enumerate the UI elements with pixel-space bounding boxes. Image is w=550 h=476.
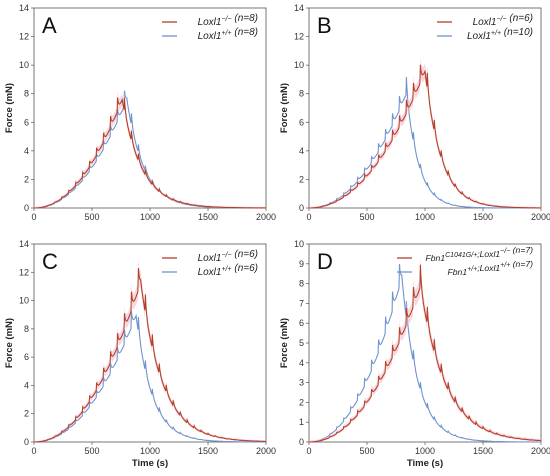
y-tick-label: 6	[299, 117, 304, 127]
y-tick-label: 10	[294, 239, 304, 249]
legend-entry-wt: Loxl1+/+ (n=10)	[467, 27, 533, 42]
legend-entry-wt: Loxl1+/+ (n=8)	[198, 27, 258, 42]
y-tick-label: 0	[24, 437, 29, 447]
panel-letter: C	[42, 249, 58, 274]
y-tick-label: 8	[24, 324, 29, 334]
y-tick-label: 2	[24, 174, 29, 184]
x-axis-label: Time (s)	[407, 458, 443, 469]
x-tick-label: 2000	[531, 212, 550, 222]
y-tick-label: 3	[299, 378, 304, 388]
y-tick-label: 8	[24, 89, 29, 99]
x-tick-label: 0	[31, 212, 36, 222]
y-tick-label: 14	[294, 3, 304, 13]
y-tick-label: 12	[294, 32, 304, 42]
legend-entry-wt: Loxl1+/+ (n=6)	[198, 263, 258, 278]
x-tick-label: 500	[359, 446, 374, 456]
x-tick-label: 0	[31, 446, 36, 456]
series-line-wt	[309, 264, 541, 443]
error-band	[34, 258, 266, 442]
legend-entry-ko: Fbn1C1041G/+;Loxl1−/− (n=7)	[426, 245, 534, 263]
y-tick-label: 12	[19, 267, 29, 277]
x-tick-label: 500	[84, 212, 99, 222]
x-tick-label: 1000	[140, 212, 160, 222]
y-tick-label: 4	[24, 380, 29, 390]
legend-entry-wt: Fbn1+/+;Loxl1+/+ (n=7)	[448, 259, 534, 277]
y-tick-label: 10	[294, 60, 304, 70]
x-tick-label: 1500	[198, 212, 218, 222]
series-line-ko	[309, 264, 541, 443]
legend-entry-ko: Loxl1−/− (n=6)	[473, 13, 533, 28]
x-tick-label: 0	[306, 446, 311, 456]
y-tick-label: 6	[24, 117, 29, 127]
y-tick-label: 9	[299, 259, 304, 269]
y-tick-label: 2	[299, 397, 304, 407]
y-axis-label: Force (mN)	[279, 83, 290, 133]
x-tick-label: 1500	[473, 446, 493, 456]
panel-A: 0 2 4 6 8 10 12 14 0 500 1000 1500 2000 Force (mN) A Lo…	[4, 3, 276, 222]
y-tick-label: 14	[19, 3, 29, 13]
y-tick-label: 0	[24, 203, 29, 213]
x-tick-label: 500	[84, 446, 99, 456]
y-tick-label: 8	[299, 89, 304, 99]
panel-B: 0 2 4 6 8 10 12 14 0 500 1000 1500 2000 Force (mN) B Lo…	[279, 3, 550, 222]
y-tick-label: 6	[24, 352, 29, 362]
x-tick-label: 2000	[256, 446, 276, 456]
plot-frame	[33, 7, 267, 209]
y-tick-label: 4	[299, 358, 304, 368]
panel-letter: A	[42, 13, 57, 38]
y-tick-label: 10	[19, 60, 29, 70]
x-tick-label: 1500	[473, 212, 493, 222]
plot-frame	[308, 7, 542, 209]
x-tick-label: 1500	[198, 446, 218, 456]
x-tick-label: 2000	[256, 212, 276, 222]
y-tick-label: 14	[19, 239, 29, 249]
y-tick-label: 2	[299, 174, 304, 184]
x-tick-label: 1000	[415, 446, 435, 456]
y-tick-label: 2	[24, 409, 29, 419]
panel-C: 0 2 4 6 8 10 12 14 0 500 1000 1500 2000 Force (mN) Tim…	[4, 239, 276, 469]
panel-letter: D	[317, 249, 333, 274]
x-tick-label: 1000	[415, 212, 435, 222]
x-tick-label: 2000	[531, 446, 550, 456]
panel-D: 0 1 2 3 4 5 6 7 8 9 10 0 500 1000 1500 2000 Force (mN) Ti…	[279, 239, 550, 469]
error-band	[309, 56, 541, 208]
series-line-ko	[34, 97, 266, 209]
y-tick-label: 4	[299, 146, 304, 156]
y-tick-label: 5	[299, 338, 304, 348]
y-tick-label: 1	[299, 417, 304, 427]
series-line-wt	[34, 311, 266, 443]
legend-entry-ko: Loxl1−/− (n=6)	[198, 249, 258, 264]
y-axis-label: Force (mN)	[4, 318, 15, 368]
y-tick-label: 8	[299, 279, 304, 289]
y-tick-label: 0	[299, 203, 304, 213]
plot-frame	[308, 243, 542, 443]
y-tick-label: 12	[19, 32, 29, 42]
legend-entry-ko: Loxl1−/− (n=8)	[198, 13, 258, 28]
x-tick-label: 500	[359, 212, 374, 222]
y-tick-label: 7	[299, 298, 304, 308]
x-tick-label: 1000	[140, 446, 160, 456]
y-tick-label: 6	[299, 318, 304, 328]
error-band	[309, 254, 541, 442]
y-tick-label: 0	[299, 437, 304, 447]
y-tick-label: 4	[24, 146, 29, 156]
series-line-ko	[309, 64, 541, 209]
series-line-wt	[309, 76, 541, 209]
x-axis-label: Time (s)	[132, 458, 168, 469]
panel-letter: B	[317, 13, 332, 38]
series-line-ko	[34, 268, 266, 443]
y-axis-label: Force (mN)	[279, 318, 290, 368]
y-axis-label: Force (mN)	[4, 83, 15, 133]
y-tick-label: 10	[19, 296, 29, 306]
x-tick-label: 0	[306, 212, 311, 222]
